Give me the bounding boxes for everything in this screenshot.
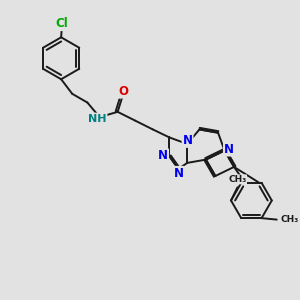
- Text: CH₃: CH₃: [228, 175, 247, 184]
- Text: N: N: [224, 142, 234, 156]
- Text: N: N: [174, 167, 184, 180]
- Text: N: N: [158, 149, 168, 162]
- Text: NH: NH: [88, 113, 106, 124]
- Text: CH₃: CH₃: [280, 215, 298, 224]
- Text: O: O: [118, 85, 128, 98]
- Text: N: N: [183, 134, 193, 147]
- Text: Cl: Cl: [56, 17, 68, 30]
